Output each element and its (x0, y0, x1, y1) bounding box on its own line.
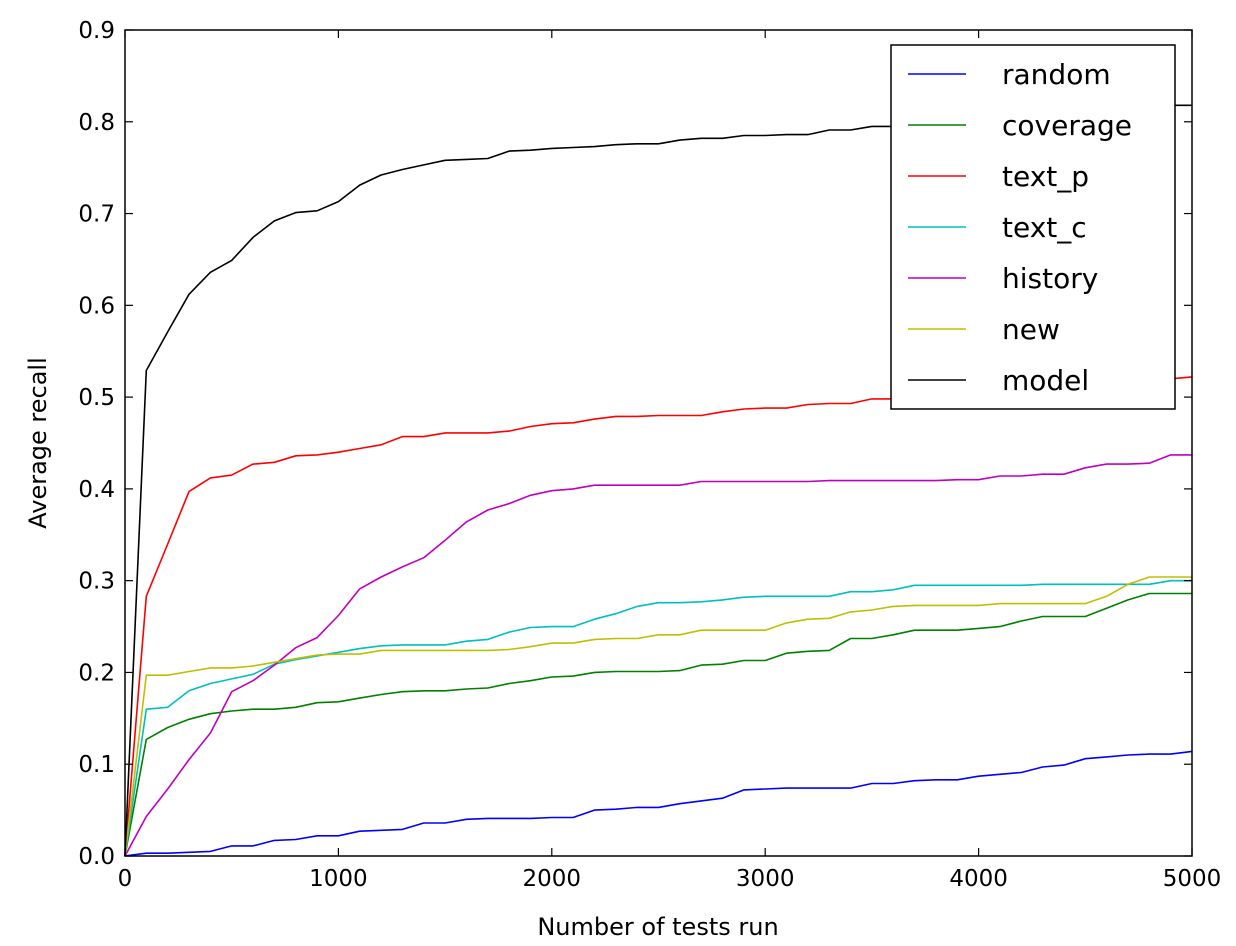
y-tick-label: 0.4 (78, 477, 115, 503)
series-line-coverage (124, 592, 1192, 857)
x-tick-label: 4000 (949, 866, 1008, 892)
legend-label: model (1002, 364, 1089, 397)
plot-frame (124, 29, 1193, 857)
series-line-text-c (124, 579, 1192, 857)
y-tick-label: 0.1 (78, 752, 115, 778)
x-tick-label: 5000 (1163, 866, 1222, 892)
x-tick-label: 0 (118, 866, 133, 892)
y-axis-label: Average recall (24, 357, 52, 529)
legend-label: text_c (1002, 211, 1087, 244)
x-tick-label: 3000 (736, 866, 795, 892)
tick-layer: 0 1000 2000 3000 4000 5000 0.0 0.1 0.2 0.3 0.4 0.5 0… (78, 18, 1221, 892)
series-line-random (124, 750, 1193, 857)
legend-label: random (1002, 58, 1111, 91)
y-tick-label: 0.8 (78, 110, 115, 136)
x-axis-label: Number of tests run (537, 913, 778, 941)
series-line-history (124, 454, 1192, 857)
x-tick-label: 2000 (523, 866, 582, 892)
y-tick-label: 0.7 (78, 202, 115, 228)
legend-label: history (1002, 262, 1098, 295)
y-tick-label: 0.2 (78, 660, 115, 686)
x-tick-label: 1000 (309, 866, 368, 892)
legend-label: new (1002, 313, 1060, 346)
legend-label: text_p (1002, 160, 1089, 193)
y-tick-label: 0.6 (78, 293, 115, 319)
legend-label: coverage (1002, 109, 1132, 142)
y-tick-label: 0.5 (78, 385, 115, 411)
y-tick-label: 0.9 (78, 18, 115, 44)
y-tick-label: 0.0 (78, 844, 115, 870)
series-line-new (124, 576, 1192, 857)
y-tick-label: 0.3 (78, 569, 115, 595)
